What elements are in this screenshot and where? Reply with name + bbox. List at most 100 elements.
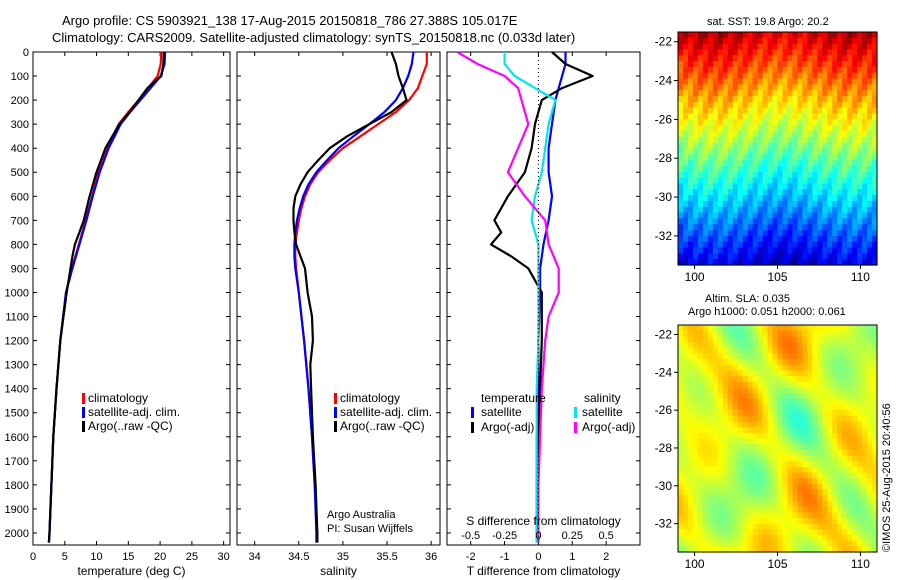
- map-cell: [867, 160, 873, 167]
- map-cell: [722, 432, 729, 440]
- map-cell: [717, 247, 724, 254]
- map-cell: [752, 421, 759, 428]
- map-cell: [687, 131, 694, 138]
- map-cell: [727, 61, 734, 68]
- map-cell: [772, 224, 779, 231]
- map-cell: [737, 461, 744, 468]
- map-cell: [782, 540, 789, 547]
- x-tick-label: -2: [466, 551, 476, 563]
- map-cell: [717, 427, 724, 434]
- map-cell: [797, 489, 803, 496]
- map-cell: [872, 183, 878, 190]
- map-cell: [787, 461, 794, 468]
- map-cell: [687, 461, 694, 468]
- map-cell: [857, 325, 863, 332]
- map-cell: [817, 421, 823, 428]
- map-cell: [867, 96, 873, 103]
- map-cell: [842, 189, 848, 196]
- map-cell: [872, 398, 878, 406]
- map-cell: [757, 49, 764, 56]
- map-cell: [857, 449, 863, 457]
- map-cell: [717, 171, 724, 179]
- y-tick-label: 200: [11, 95, 29, 107]
- map-cell: [822, 478, 828, 485]
- map-cell: [802, 142, 808, 150]
- map-cell: [857, 432, 863, 440]
- map-cell: [692, 517, 699, 525]
- map-cell: [807, 540, 813, 547]
- map-cell: [702, 55, 709, 62]
- map-cell: [737, 381, 744, 389]
- map-cell: [707, 381, 714, 389]
- map-cell: [762, 353, 769, 360]
- map-cell: [757, 410, 764, 417]
- map-cell: [762, 325, 769, 332]
- map-cell: [862, 125, 868, 132]
- map-cell: [752, 404, 759, 411]
- map-cell: [702, 478, 709, 485]
- map-cell: [832, 107, 838, 115]
- map-cell: [802, 432, 808, 440]
- map-cell: [842, 427, 848, 434]
- map-cell: [862, 218, 868, 225]
- map-cell: [767, 432, 774, 440]
- map-cell: [797, 119, 803, 126]
- map-cell: [847, 342, 853, 349]
- map-cell: [757, 259, 764, 266]
- map-cell: [837, 61, 843, 68]
- map-cell: [777, 72, 784, 80]
- map-cell: [678, 183, 684, 190]
- map-cell: [692, 107, 699, 115]
- map-cell: [822, 171, 828, 179]
- map-cell: [702, 404, 709, 411]
- map-cell: [722, 364, 729, 371]
- map-cell: [792, 353, 798, 360]
- map-cell: [737, 218, 744, 225]
- map-cell: [782, 84, 789, 91]
- map-cell: [827, 230, 833, 237]
- map-cell: [757, 43, 764, 51]
- map-cell: [812, 78, 818, 86]
- map-cell: [867, 353, 873, 360]
- map-cell: [862, 55, 868, 62]
- map-cell: [702, 506, 709, 513]
- map-cell: [697, 342, 704, 349]
- map-cell: [857, 241, 863, 249]
- map-cell: [862, 517, 868, 525]
- map-cell: [802, 259, 808, 266]
- map-cell: [822, 546, 828, 553]
- map-cell: [742, 359, 749, 366]
- map-cell: [842, 466, 848, 474]
- map-cell: [822, 235, 828, 243]
- map-cell: [797, 523, 803, 530]
- map-cell: [837, 534, 843, 542]
- map-cell: [812, 540, 818, 547]
- map-cell: [837, 523, 843, 530]
- map-cell: [842, 84, 848, 91]
- map-cell: [727, 325, 734, 332]
- map-cell: [867, 466, 873, 474]
- map-cell: [767, 206, 774, 214]
- map-cell: [702, 206, 709, 214]
- map-cell: [872, 218, 878, 225]
- map-cell: [872, 206, 878, 214]
- map-cell: [782, 78, 789, 86]
- map-cell: [802, 455, 808, 462]
- map-y-tick-label: -28: [655, 441, 673, 455]
- map-cell: [697, 359, 704, 366]
- map-cell: [682, 224, 689, 231]
- map-cell: [857, 466, 863, 474]
- map-cell: [732, 529, 739, 536]
- panel-temperature: 0100200300400500600700800900100011001200…: [5, 47, 231, 578]
- map-cell: [707, 478, 714, 485]
- map-cell: [837, 432, 843, 440]
- map-cell: [797, 200, 803, 208]
- map-cell: [832, 330, 838, 337]
- map-cell: [782, 444, 789, 451]
- map-cell: [867, 49, 873, 56]
- map-cell: [847, 489, 853, 496]
- map-cell: [862, 444, 868, 451]
- map-cell: [737, 131, 744, 138]
- map-cell: [772, 218, 779, 225]
- map-cell: [832, 183, 838, 190]
